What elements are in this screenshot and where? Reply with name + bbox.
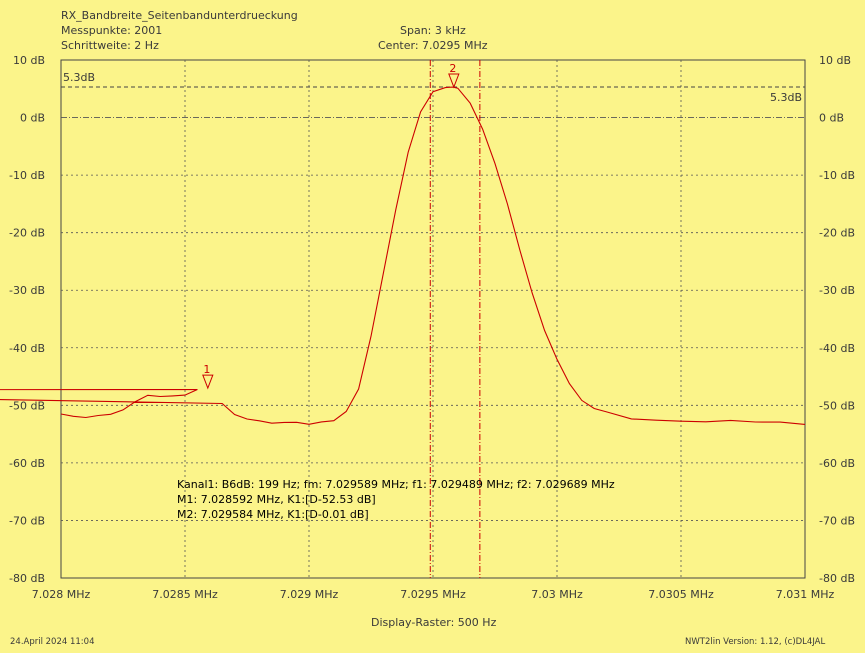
info-line-channel: Kanal1: B6dB: 199 Hz; fm: 7.029589 MHz; …	[177, 478, 615, 491]
y-tick-label: -30 dB	[9, 284, 45, 297]
y-tick-label-right: -10 dB	[819, 169, 855, 182]
date-label: 24.April 2024 11:04	[10, 637, 95, 647]
y-tick-label-right: -80 dB	[819, 572, 855, 585]
marker-label-1: 1	[203, 363, 210, 376]
measurement-info: Kanal1: B6dB: 199 Hz; fm: 7.029589 MHz; …	[177, 477, 615, 522]
step-label: Schrittweite: 2 Hz	[61, 39, 159, 52]
y-tick-labels-left: 10 dB 0 dB -10 dB -20 dB -30 dB -40 dB -50 dB -…	[9, 54, 45, 585]
y-tick-label-right: -30 dB	[819, 284, 855, 297]
x-tick-label: 7.0285 MHz	[152, 588, 218, 601]
reference-label-left: 5.3dB	[63, 71, 95, 84]
y-tick-label: -60 dB	[9, 457, 45, 470]
y-tick-label: 10 dB	[13, 54, 45, 67]
y-tick-label-right: 0 dB	[819, 112, 844, 125]
info-line-marker1: M1: 7.028592 MHz, K1:[D-52.53 dB]	[177, 493, 376, 506]
x-tick-label: 7.0305 MHz	[648, 588, 714, 601]
y-tick-label: -80 dB	[9, 572, 45, 585]
marker-1	[202, 374, 214, 390]
span-label: Span: 3 kHz	[400, 24, 466, 37]
y-tick-label-right: -70 dB	[819, 514, 855, 527]
y-tick-label: -40 dB	[9, 342, 45, 355]
info-line-marker2: M2: 7.029584 MHz, K1:[D-0.01 dB]	[177, 508, 369, 521]
y-tick-label-right: 10 dB	[819, 54, 851, 67]
y-tick-label: 0 dB	[20, 112, 45, 125]
bandwidth-lines	[429, 60, 481, 578]
y-tick-labels-right: 10 dB 0 dB -10 dB -20 dB -30 dB -40 dB -50 dB -…	[819, 54, 855, 585]
x-tick-label: 7.03 MHz	[531, 588, 583, 601]
x-tick-label: 7.0295 MHz	[400, 588, 466, 601]
reference-label-right: 5.3dB	[770, 91, 802, 104]
y-tick-label: -10 dB	[9, 169, 45, 182]
markers: 12	[202, 62, 460, 390]
y-tick-label-right: -40 dB	[819, 342, 855, 355]
marker-label-2: 2	[449, 62, 456, 75]
chart-title: RX_Bandbreite_Seitenbandunterdrueckung	[61, 9, 298, 22]
marker-2	[448, 73, 460, 89]
points-label: Messpunkte: 2001	[61, 24, 163, 37]
version-label: NWT2lin Version: 1.12, (c)DL4JAL	[685, 637, 826, 647]
grid	[61, 60, 805, 578]
center-label: Center: 7.0295 MHz	[378, 39, 488, 52]
x-tick-label: 7.031 MHz	[776, 588, 835, 601]
y-tick-label: -70 dB	[9, 514, 45, 527]
x-tick-label: 7.028 MHz	[32, 588, 91, 601]
x-tick-label: 7.029 MHz	[280, 588, 339, 601]
trace-line	[0, 86, 806, 425]
y-tick-label: -20 dB	[9, 227, 45, 240]
y-tick-label-right: -20 dB	[819, 227, 855, 240]
y-tick-label: -50 dB	[9, 399, 45, 412]
raster-label: Display-Raster: 500 Hz	[371, 616, 497, 629]
y-tick-label-right: -60 dB	[819, 457, 855, 470]
y-tick-label-right: -50 dB	[819, 399, 855, 412]
x-tick-labels: 7.028 MHz 7.0285 MHz 7.029 MHz 7.0295 MHz 7.…	[32, 588, 835, 601]
